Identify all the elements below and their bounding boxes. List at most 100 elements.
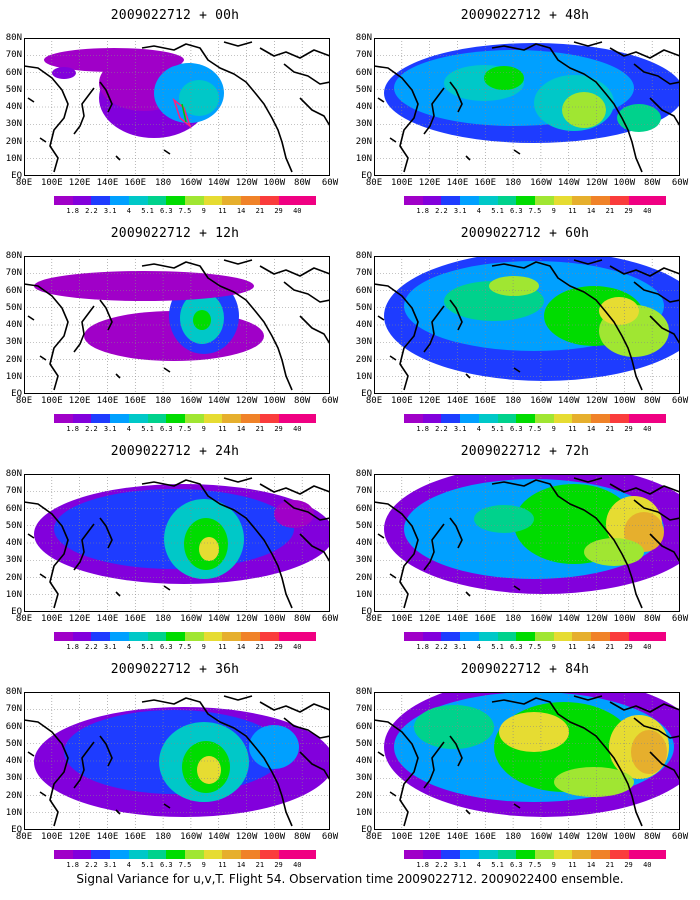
longitude-label: 60W — [671, 614, 689, 624]
colorbar-swatch — [478, 414, 498, 423]
longitude-label: 140E — [96, 396, 119, 406]
coastline — [24, 695, 330, 827]
variance-shading — [562, 92, 606, 128]
latitude-label: 60N — [355, 285, 372, 296]
longitude-label: 160E — [124, 178, 147, 188]
colorbar-label: 1.8 — [416, 425, 430, 433]
colorbar-label: 29 — [624, 861, 633, 869]
map-frame — [374, 474, 680, 612]
longitude-label: 140W — [207, 614, 230, 624]
colorbar-swatch — [591, 196, 610, 205]
longitude-label: 100W — [263, 614, 286, 624]
longitude-label: 80W — [644, 396, 661, 406]
latitude-label: EQ — [361, 389, 372, 399]
map-canvas — [24, 38, 330, 176]
colorbar-swatch — [404, 850, 423, 859]
map-plot — [374, 256, 680, 394]
colorbar-label: 9 — [201, 861, 206, 869]
longitude-label: 100W — [613, 614, 636, 624]
colorbar-swatch — [222, 196, 242, 205]
latitude-label: 60N — [5, 285, 22, 296]
latitude-label: 10N — [355, 589, 372, 600]
longitude-label: 140W — [207, 832, 230, 842]
colorbar-swatch — [241, 632, 260, 641]
colorbar-label: 3.1 — [103, 861, 117, 869]
longitude-label: 160W — [530, 396, 552, 406]
colorbar-label: 4 — [126, 643, 131, 651]
map-plot — [374, 474, 680, 612]
longitude-label: 160E — [474, 614, 497, 624]
colorbar-swatch — [497, 414, 517, 423]
colorbar-swatch — [422, 632, 442, 641]
map-plot — [24, 38, 330, 176]
longitude-label: 120W — [585, 396, 608, 406]
colorbar — [404, 632, 667, 641]
colorbar-label: 7.5 — [178, 861, 192, 869]
latitude-label: 80N — [355, 469, 372, 479]
colorbar-label: 29 — [624, 207, 633, 215]
latitude-label: 20N — [355, 572, 372, 583]
latitude-label: 70N — [5, 268, 22, 279]
colorbar-label: 40 — [293, 643, 302, 651]
colorbar-label: 6.3 — [509, 643, 523, 651]
colorbar-label: 40 — [293, 207, 302, 215]
colorbar-swatch — [241, 196, 260, 205]
latitude-label: 60N — [355, 503, 372, 514]
longitude-label: 140E — [446, 832, 469, 842]
latitude-label: 20N — [355, 790, 372, 801]
coastline — [374, 41, 680, 173]
colorbar-swatch — [110, 632, 129, 641]
colorbar-swatch — [147, 414, 167, 423]
map-panel-24h: 2009022712 + 24h 80N 70N 60N 50N 40N 30N 20N 10N… — [0, 436, 350, 654]
longitude-label: 160W — [180, 396, 202, 406]
colorbar-label: 21 — [605, 207, 615, 215]
colorbar-swatch — [297, 632, 317, 641]
latitude-label: EQ — [11, 389, 22, 399]
colorbar-swatch — [460, 196, 479, 205]
longitude-label: 120E — [418, 396, 441, 406]
colorbar-label: 6.3 — [159, 861, 173, 869]
colorbar-label: 7.5 — [528, 425, 542, 433]
colorbar-swatch — [128, 850, 148, 859]
colorbar-label: 11 — [218, 425, 227, 433]
colorbar-swatch — [297, 196, 317, 205]
colorbar-label: 11 — [218, 861, 227, 869]
map-frame — [374, 256, 680, 394]
map-frame — [24, 38, 330, 176]
longitude-label: 160E — [124, 614, 147, 624]
colorbar-swatch — [609, 632, 629, 641]
colorbar-swatch — [609, 196, 629, 205]
colorbar-swatch — [628, 414, 648, 423]
colorbar-label: 4 — [476, 861, 481, 869]
longitude-label: 100W — [613, 832, 636, 842]
longitude-label: 80W — [294, 396, 311, 406]
colorbar-swatch — [297, 850, 317, 859]
latitude-label: 60N — [355, 67, 372, 78]
map-canvas — [24, 256, 330, 394]
colorbar-label: 1.8 — [416, 861, 430, 869]
latitude-label: EQ — [361, 171, 372, 181]
map-panel-48h: 2009022712 + 48h 80N 70N 60N 50N 40N 30N 20N 10N… — [350, 0, 700, 218]
colorbar-label: 3.1 — [453, 643, 467, 651]
longitude-label: 80W — [294, 832, 311, 842]
latitude-label: 10N — [5, 153, 22, 164]
colorbar-swatch — [110, 414, 129, 423]
map-frame — [374, 38, 680, 176]
colorbar-swatch — [609, 414, 629, 423]
latitude-label: 70N — [355, 486, 372, 497]
map-canvas — [374, 256, 680, 394]
colorbar-label: 2.2 — [435, 643, 448, 651]
colorbar-swatch — [54, 414, 73, 423]
latitude-label: EQ — [361, 825, 372, 835]
latitude-label: 50N — [355, 302, 372, 313]
variance-shading — [52, 67, 76, 79]
panel-title: 2009022712 + 36h — [110, 662, 240, 677]
colorbar-label: 21 — [605, 643, 615, 651]
map-panel-84h: 2009022712 + 84h 80N 70N 60N 50N 40N 30N 20N 10N… — [350, 654, 700, 872]
latitude-label: 10N — [355, 371, 372, 382]
colorbar-swatch — [222, 632, 242, 641]
panel-title: 2009022712 + 60h — [460, 226, 590, 241]
longitude-label: 140W — [557, 396, 580, 406]
colorbar-label: 29 — [274, 425, 283, 433]
longitude-label: 100W — [263, 178, 286, 188]
